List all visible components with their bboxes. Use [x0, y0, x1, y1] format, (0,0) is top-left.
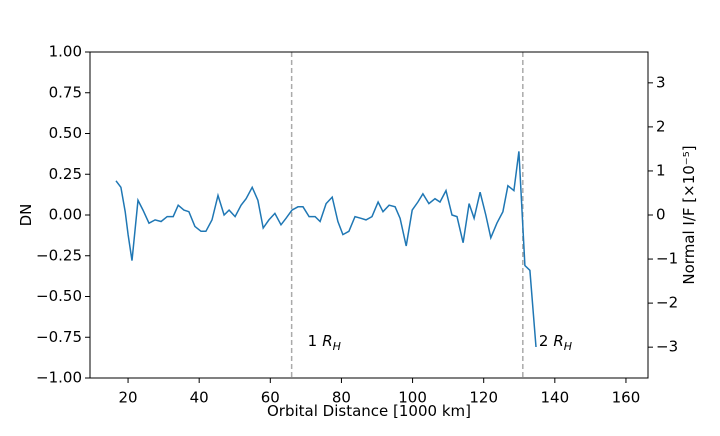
y2-axis-label: Normal I/F [×10⁻⁵]	[680, 145, 698, 284]
annotation-subscript: H	[333, 340, 341, 353]
y-tick-label: −0.25	[36, 246, 82, 264]
y-tick-label: 0.25	[49, 165, 82, 183]
annotation-subscript: H	[564, 340, 572, 353]
y2-tick-label: 3	[656, 73, 666, 91]
x-tick-label: 140	[541, 389, 570, 407]
y-tick-label: −0.75	[36, 328, 82, 346]
x-tick-label: 120	[469, 389, 498, 407]
annotation-symbol: R	[322, 332, 332, 350]
y2-tick-label: −2	[656, 294, 678, 312]
x-tick-label: 80	[332, 389, 351, 407]
y-tick-label: 0.75	[49, 83, 82, 101]
annotation-number: 2	[539, 332, 549, 350]
y-axis-label: DN	[17, 204, 35, 227]
annotation-symbol: R	[553, 332, 563, 350]
y-tick-label: 0.00	[49, 206, 82, 224]
y2-tick-label: 2	[656, 117, 666, 135]
y2-tick-label: −1	[656, 250, 678, 268]
data-line	[115, 151, 537, 348]
annotation-number: 1	[308, 332, 318, 350]
x-axis-label: Orbital Distance [1000 km]	[267, 402, 471, 420]
x-tick-label: 60	[261, 389, 280, 407]
x-tick-label: 100	[398, 389, 427, 407]
y2-tick-label: 0	[656, 206, 666, 224]
x-tick-label: 40	[190, 389, 209, 407]
annotation: 1 RH	[308, 332, 341, 353]
y-tick-label: 0.50	[49, 124, 82, 142]
annotation: 2 RH	[539, 332, 572, 353]
y2-tick-label: 1	[656, 161, 666, 179]
y2-tick-label: −3	[656, 338, 678, 356]
x-tick-label: 160	[612, 389, 641, 407]
y-tick-label: 1.00	[49, 43, 82, 61]
y-tick-label: −1.00	[36, 369, 82, 387]
plot-frame	[89, 51, 649, 379]
y-tick-label: −0.50	[36, 287, 82, 305]
x-tick-label: 20	[119, 389, 138, 407]
